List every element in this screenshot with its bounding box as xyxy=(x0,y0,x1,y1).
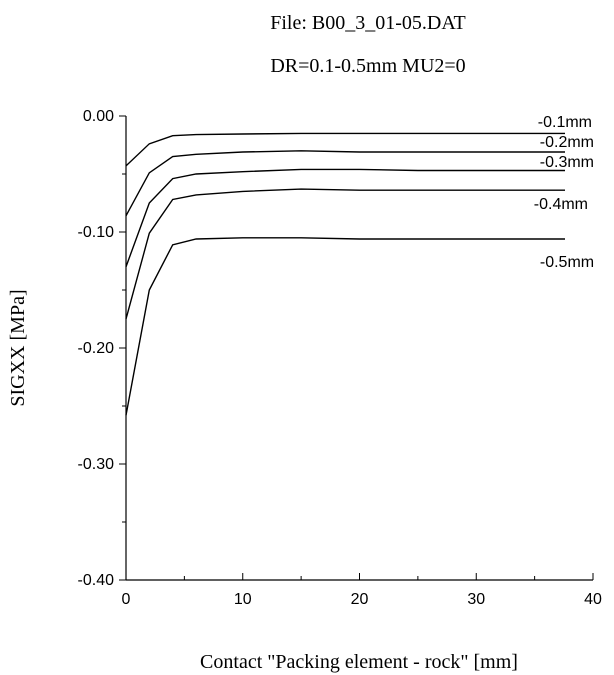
y-tick-label: -0.10 xyxy=(78,224,115,241)
x-tick-label: 20 xyxy=(351,591,369,608)
series-line-2 xyxy=(125,150,565,217)
series-line-1 xyxy=(125,132,565,167)
x-tick-label: 40 xyxy=(584,591,602,608)
series-label: -0.5mm xyxy=(540,254,594,271)
x-tick-label: 0 xyxy=(122,591,131,608)
y-axis-label: SIGXX [MPa] xyxy=(7,289,29,406)
series-line-5 xyxy=(125,237,565,416)
y-tick-label: 0.00 xyxy=(83,108,114,125)
series-line-4 xyxy=(125,188,565,320)
chart-subtitle: DR=0.1-0.5mm MU2=0 xyxy=(270,55,465,77)
x-axis-label: Contact "Packing element - rock" [mm] xyxy=(200,651,518,673)
series-label: -0.1mm xyxy=(538,114,592,131)
series-label: -0.2mm xyxy=(540,134,594,151)
x-axis-ticks: 0 10 20 30 40 xyxy=(122,573,602,608)
series-labels: -0.1mm -0.2mm -0.3mm -0.4mm -0.5mm xyxy=(534,114,594,271)
series-lines xyxy=(125,132,565,416)
series-label: -0.4mm xyxy=(534,196,588,213)
y-tick-label: -0.30 xyxy=(78,456,115,473)
series-label: -0.3mm xyxy=(540,154,594,171)
y-tick-label: -0.20 xyxy=(78,340,115,357)
series-line-3 xyxy=(125,168,565,268)
x-tick-label: 10 xyxy=(234,591,252,608)
axes xyxy=(125,116,593,581)
chart-title: File: B00_3_01-05.DAT xyxy=(270,12,466,34)
y-axis-ticks: 0.00 -0.10 -0.20 -0.30 -0.40 xyxy=(78,108,126,589)
y-tick-label: -0.40 xyxy=(78,572,115,589)
x-tick-label: 30 xyxy=(467,591,485,608)
